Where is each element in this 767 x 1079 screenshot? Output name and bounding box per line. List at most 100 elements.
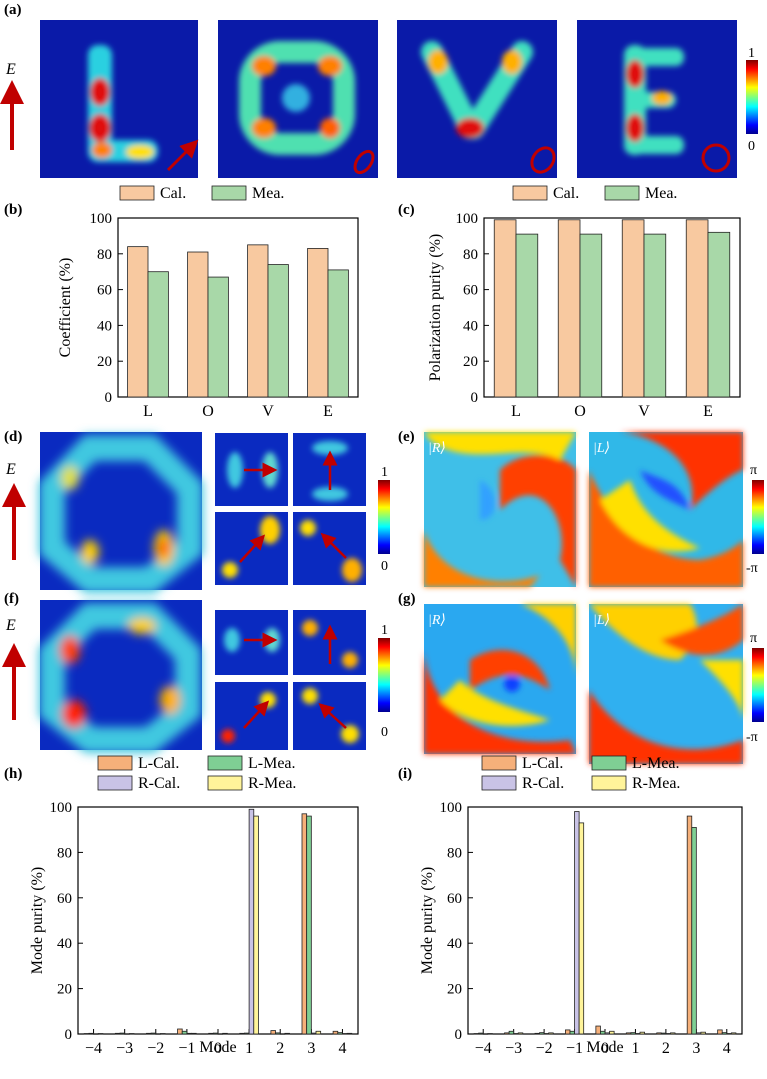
bar-h-rcal-1: [124, 1033, 130, 1035]
bar-i-rmea-8: [730, 1032, 737, 1035]
colorbar-a: [746, 60, 758, 134]
x-tick-label: 4: [338, 1040, 346, 1057]
chart-b: 0 20 40 60 80 100 Coefficient (%) L O V E Cal. Mea.: [57, 185, 359, 420]
y-tick-label: 80: [57, 845, 72, 861]
arrow-icon-f4: [318, 702, 347, 729]
bar-h-rcal-0: [93, 1033, 99, 1035]
bar-h-rcal-5: [248, 808, 255, 1035]
x-tick-label: −3: [116, 1040, 133, 1057]
legend-swatch: [481, 755, 517, 771]
y-tick-label: 100: [90, 211, 113, 227]
colorbar-f-max: 1: [381, 623, 388, 638]
bar-b-cal-3: [307, 248, 329, 398]
bar-i-lcal-6: [656, 1032, 662, 1035]
y-axis-label: Polarization purity (%): [427, 234, 444, 382]
legend-label: L-Mea.: [248, 755, 296, 772]
y-axis-label: Mode purity (%): [419, 867, 436, 975]
panel-d: (d) E 1 0: [2, 429, 390, 593]
bar-c-cal-2: [621, 219, 645, 398]
bar-i-rmea-6: [670, 1032, 676, 1035]
bar-b-cal-1: [187, 251, 209, 398]
panel-label-a: (a): [4, 2, 22, 18]
bar-i-rmea-2: [548, 1032, 554, 1035]
panel-a: (a) E: [0, 2, 758, 178]
plot-frame: [77, 806, 359, 1035]
x-tick-label: −1: [178, 1040, 195, 1057]
legend-swatch: [591, 775, 627, 791]
legend-label: Mea.: [252, 185, 284, 202]
bar-h-rmea-6: [284, 1032, 290, 1035]
bar-c-mea-3: [707, 231, 731, 398]
legend-label: L-Cal.: [138, 755, 179, 772]
x-axis-label: Mode: [586, 1039, 623, 1056]
legend-label: R-Cal.: [138, 775, 180, 792]
bar-h-lcal-2: [146, 1032, 152, 1035]
bar-i-rcal-7: [695, 1032, 702, 1035]
x-tick-label: −2: [147, 1040, 164, 1057]
bar-i-rcal-6: [665, 1033, 671, 1035]
bar-i-lmea-0: [478, 1032, 484, 1035]
x-tick-label: E: [703, 403, 713, 420]
bar-h-rmea-7: [315, 1030, 322, 1035]
bar-i-lmea-7: [691, 827, 697, 1035]
bar-h-lmea-3: [181, 1030, 188, 1035]
state-label-L-e: |L⟩: [593, 441, 610, 456]
y-tick-label: 20: [97, 354, 112, 370]
plot-frame: [117, 217, 359, 398]
x-tick-label: 2: [276, 1040, 284, 1057]
letter-L-map: [40, 20, 199, 178]
y-tick-label: 60: [463, 283, 478, 299]
colorbar-a-max: 1: [748, 46, 755, 61]
bar-b-mea-2: [267, 264, 289, 398]
panel-label-h: (h): [4, 766, 22, 782]
bar-i-lmea-5: [630, 1032, 636, 1035]
bar-i-rmea-3: [578, 822, 585, 1035]
bar-h-lmea-0: [88, 1032, 94, 1035]
arrow-icon-f3: [243, 700, 270, 729]
arrow-icon-d3: [239, 534, 266, 563]
x-tick-label: V: [262, 403, 274, 420]
efield-label-d: E: [5, 461, 16, 478]
linear-polarization-icon: [166, 139, 199, 172]
y-tick-label: 0: [471, 390, 479, 406]
bar-c-mea-0: [515, 233, 539, 398]
legend-label: R-Mea.: [248, 775, 296, 792]
legend-swatch: [97, 755, 133, 771]
bar-h-lmea-7: [306, 815, 312, 1035]
bar-i-rcal-2: [543, 1033, 550, 1035]
y-tick-label: 40: [463, 318, 478, 334]
bar-b-cal-2: [247, 244, 269, 398]
state-label-R-g: |R⟩: [428, 613, 446, 628]
legend-label: L-Mea.: [632, 755, 680, 772]
y-tick-label: 100: [440, 800, 463, 816]
plot-frame: [483, 217, 741, 398]
bar-i-lcal-1: [504, 1032, 510, 1035]
colorbar-g-min: -π: [746, 730, 758, 745]
x-tick-label: 3: [692, 1040, 700, 1057]
bar-i-lcal-0: [473, 1033, 480, 1035]
y-axis-label: Coefficient (%): [57, 258, 74, 358]
x-tick-label: 3: [307, 1040, 315, 1057]
y-tick-label: 80: [463, 247, 478, 263]
bar-c-cal-0: [493, 219, 517, 398]
colorbar-e-min: -π: [746, 561, 758, 576]
y-axis-label: Mode purity (%): [29, 867, 46, 975]
chart-c: 0 20 40 60 80 100 Polarization purity (%) L O V E C…: [427, 185, 741, 420]
circular-polarization-icon: [701, 143, 731, 173]
bar-h-rcal-6: [279, 1033, 286, 1035]
bar-h-rcal-4: [217, 1033, 224, 1035]
bar-h-lmea-4: [212, 1032, 219, 1035]
legend-label: Cal.: [553, 185, 579, 202]
legend-label: Mea.: [645, 185, 677, 202]
letter-V-map: [397, 20, 557, 178]
legend-label: Cal.: [160, 185, 186, 202]
x-tick-label: 2: [662, 1040, 670, 1057]
y-tick-label: 20: [447, 982, 462, 998]
y-tick-label: 0: [105, 390, 113, 406]
bar-h-lcal-1: [114, 1032, 121, 1035]
y-tick-label: 80: [97, 247, 112, 263]
colorbar-e-max: π: [750, 463, 757, 478]
panel-label-e: (e): [398, 429, 415, 445]
bar-h-rmea-3: [191, 1032, 197, 1035]
